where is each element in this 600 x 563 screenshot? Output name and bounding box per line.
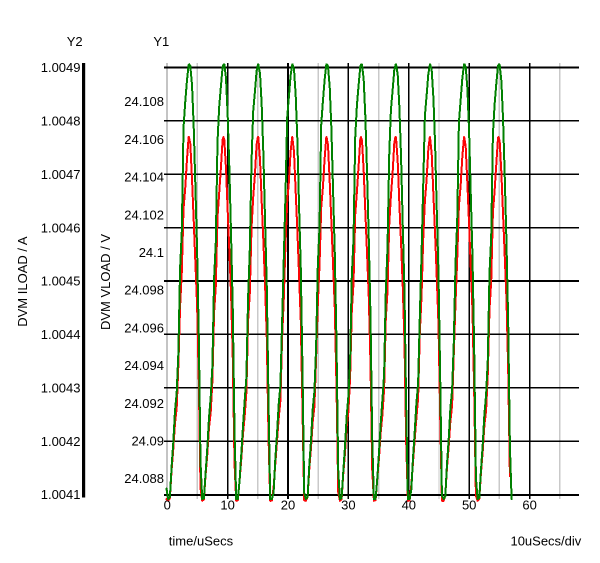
svg-text:60: 60 bbox=[522, 498, 536, 513]
svg-text:Y1: Y1 bbox=[153, 34, 169, 49]
svg-text:24.098: 24.098 bbox=[124, 283, 164, 298]
svg-text:1.0047: 1.0047 bbox=[41, 167, 81, 182]
svg-text:24.092: 24.092 bbox=[124, 396, 164, 411]
svg-text:24.108: 24.108 bbox=[124, 94, 164, 109]
svg-text:1.0049: 1.0049 bbox=[41, 60, 81, 75]
svg-text:24.088: 24.088 bbox=[124, 471, 164, 486]
svg-text:24.094: 24.094 bbox=[124, 358, 164, 373]
svg-text:1.0043: 1.0043 bbox=[41, 380, 81, 395]
svg-text:40: 40 bbox=[402, 498, 416, 513]
svg-text:Y2: Y2 bbox=[67, 34, 83, 49]
svg-text:DVM ILOAD / A: DVM ILOAD / A bbox=[15, 236, 30, 327]
svg-text:24.102: 24.102 bbox=[124, 207, 164, 222]
svg-text:24.104: 24.104 bbox=[124, 170, 164, 185]
svg-text:24.1: 24.1 bbox=[139, 245, 164, 260]
svg-text:1.0042: 1.0042 bbox=[41, 434, 81, 449]
svg-text:24.096: 24.096 bbox=[124, 320, 164, 335]
svg-text:24.09: 24.09 bbox=[131, 434, 164, 449]
svg-text:1.0045: 1.0045 bbox=[41, 274, 81, 289]
svg-text:1.0046: 1.0046 bbox=[41, 220, 81, 235]
svg-text:30: 30 bbox=[341, 498, 355, 513]
svg-text:10: 10 bbox=[220, 498, 234, 513]
svg-text:1.0044: 1.0044 bbox=[41, 327, 81, 342]
svg-text:DVM VLOAD / V: DVM VLOAD / V bbox=[98, 234, 113, 330]
svg-text:1.0048: 1.0048 bbox=[41, 114, 81, 129]
svg-text:0: 0 bbox=[164, 498, 171, 513]
svg-text:1.0041: 1.0041 bbox=[41, 487, 81, 502]
svg-text:time/uSecs: time/uSecs bbox=[169, 534, 234, 549]
svg-text:10uSecs/div: 10uSecs/div bbox=[510, 534, 581, 549]
svg-text:20: 20 bbox=[281, 498, 295, 513]
svg-text:24.106: 24.106 bbox=[124, 132, 164, 147]
svg-text:50: 50 bbox=[462, 498, 476, 513]
